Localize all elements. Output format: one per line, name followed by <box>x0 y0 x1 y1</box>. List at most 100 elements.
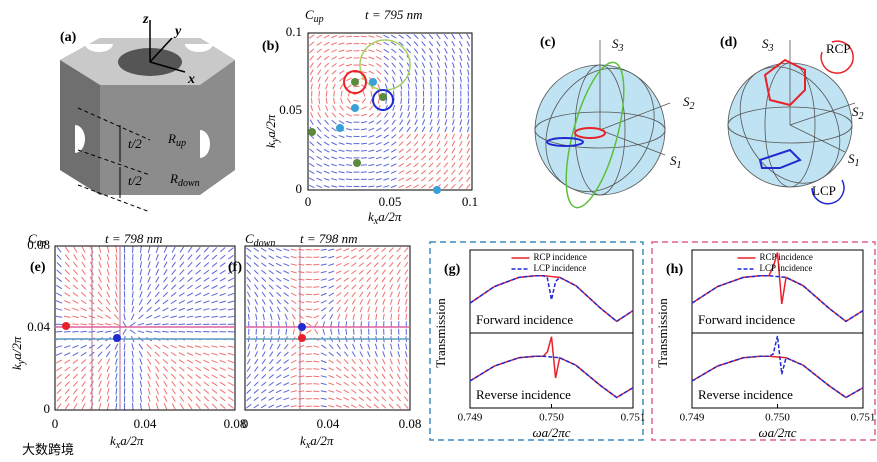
field-arrow <box>195 396 201 402</box>
field-arrow <box>203 284 210 290</box>
field-arrow <box>64 381 70 387</box>
field-arrow <box>398 163 404 167</box>
field-arrow <box>130 313 135 320</box>
field-arrow <box>397 298 401 305</box>
field-arrow <box>328 306 334 312</box>
field-arrow <box>178 366 185 372</box>
field-arrow <box>381 262 387 268</box>
field-arrow <box>323 141 330 146</box>
field-arrow <box>414 55 419 61</box>
field-arrow <box>115 365 118 373</box>
field-arrow <box>56 284 63 290</box>
field-arrow <box>389 298 393 305</box>
field-arrow <box>420 184 427 189</box>
field-arrow <box>96 330 104 333</box>
field-arrow <box>313 271 320 273</box>
field-arrow <box>305 308 312 311</box>
field-arrow <box>335 255 342 259</box>
field-arrow <box>376 112 382 118</box>
field-arrow <box>338 163 345 167</box>
field-arrow <box>317 112 322 118</box>
field-arrow <box>298 300 305 304</box>
field-arrow <box>422 83 425 90</box>
field-arrow <box>331 156 338 160</box>
field-arrow <box>187 246 193 253</box>
field-arrow <box>336 359 342 364</box>
field-arrow <box>219 374 226 379</box>
field-arrow <box>403 247 409 253</box>
field-arrow <box>428 176 434 182</box>
field-arrow <box>154 358 160 365</box>
field-arrow <box>179 373 185 380</box>
field-arrow <box>170 299 177 305</box>
field-arrow <box>400 97 403 104</box>
field-arrow <box>56 277 62 282</box>
field-arrow <box>320 360 327 364</box>
panel-label: (b) <box>262 39 279 54</box>
field-arrow <box>351 284 357 290</box>
field-arrow <box>383 141 390 146</box>
field-arrow <box>335 284 342 290</box>
field-arrow <box>335 366 342 372</box>
field-arrow <box>399 104 403 111</box>
field-arrow <box>413 177 419 182</box>
field-arrow <box>64 373 71 380</box>
field-arrow <box>451 126 455 133</box>
annotation-box <box>474 388 578 403</box>
field-arrow <box>399 119 404 125</box>
field-arrow <box>388 388 394 395</box>
field-arrow <box>80 307 87 312</box>
field-arrow <box>436 140 441 147</box>
field-arrow <box>203 388 210 394</box>
field-arrow <box>399 69 404 76</box>
field-arrow <box>203 300 210 304</box>
field-arrow <box>375 163 382 167</box>
field-arrow <box>328 367 335 371</box>
field-arrow <box>123 313 126 321</box>
field-arrow <box>131 261 134 268</box>
field-arrow <box>262 313 265 320</box>
field-arrow <box>170 330 177 333</box>
field-arrow <box>298 248 305 251</box>
field-arrow <box>171 395 176 402</box>
field-arrow <box>343 291 349 297</box>
field-arrow <box>178 352 185 357</box>
field-arrow <box>253 389 259 394</box>
field-arrow <box>131 306 135 313</box>
field-arrow <box>398 126 404 132</box>
field-arrow <box>105 306 111 313</box>
field-arrow <box>407 76 411 83</box>
field-arrow <box>290 405 297 408</box>
field-arrow <box>292 321 295 328</box>
field-arrow <box>443 155 449 161</box>
field-arrow <box>413 133 419 140</box>
field-arrow <box>283 382 290 386</box>
field-arrow <box>382 358 386 365</box>
field-arrow <box>122 321 127 328</box>
field-arrow <box>335 397 342 401</box>
field-arrow <box>328 351 334 357</box>
field-arrow <box>397 351 401 358</box>
field-arrow <box>338 49 345 53</box>
field-arrow <box>343 366 349 372</box>
field-arrow <box>56 366 63 372</box>
annotation: Forward incidence <box>698 312 795 327</box>
field-arrow <box>147 261 151 268</box>
field-arrow <box>444 62 448 69</box>
field-arrow <box>305 353 312 355</box>
field-arrow <box>105 343 111 350</box>
field-arrow <box>269 299 274 305</box>
field-arrow <box>203 269 210 275</box>
field-arrow <box>64 261 70 268</box>
field-arrow <box>451 169 456 175</box>
field-arrow <box>421 48 426 54</box>
field-arrow <box>466 140 470 147</box>
field-arrow <box>324 76 329 83</box>
field-arrow <box>64 366 71 372</box>
text-main: R <box>167 131 176 146</box>
field-arrow <box>139 246 142 254</box>
field-arrow <box>328 277 335 282</box>
field-arrow <box>268 269 274 275</box>
field-arrow <box>404 351 408 358</box>
text-main: R <box>169 171 178 186</box>
